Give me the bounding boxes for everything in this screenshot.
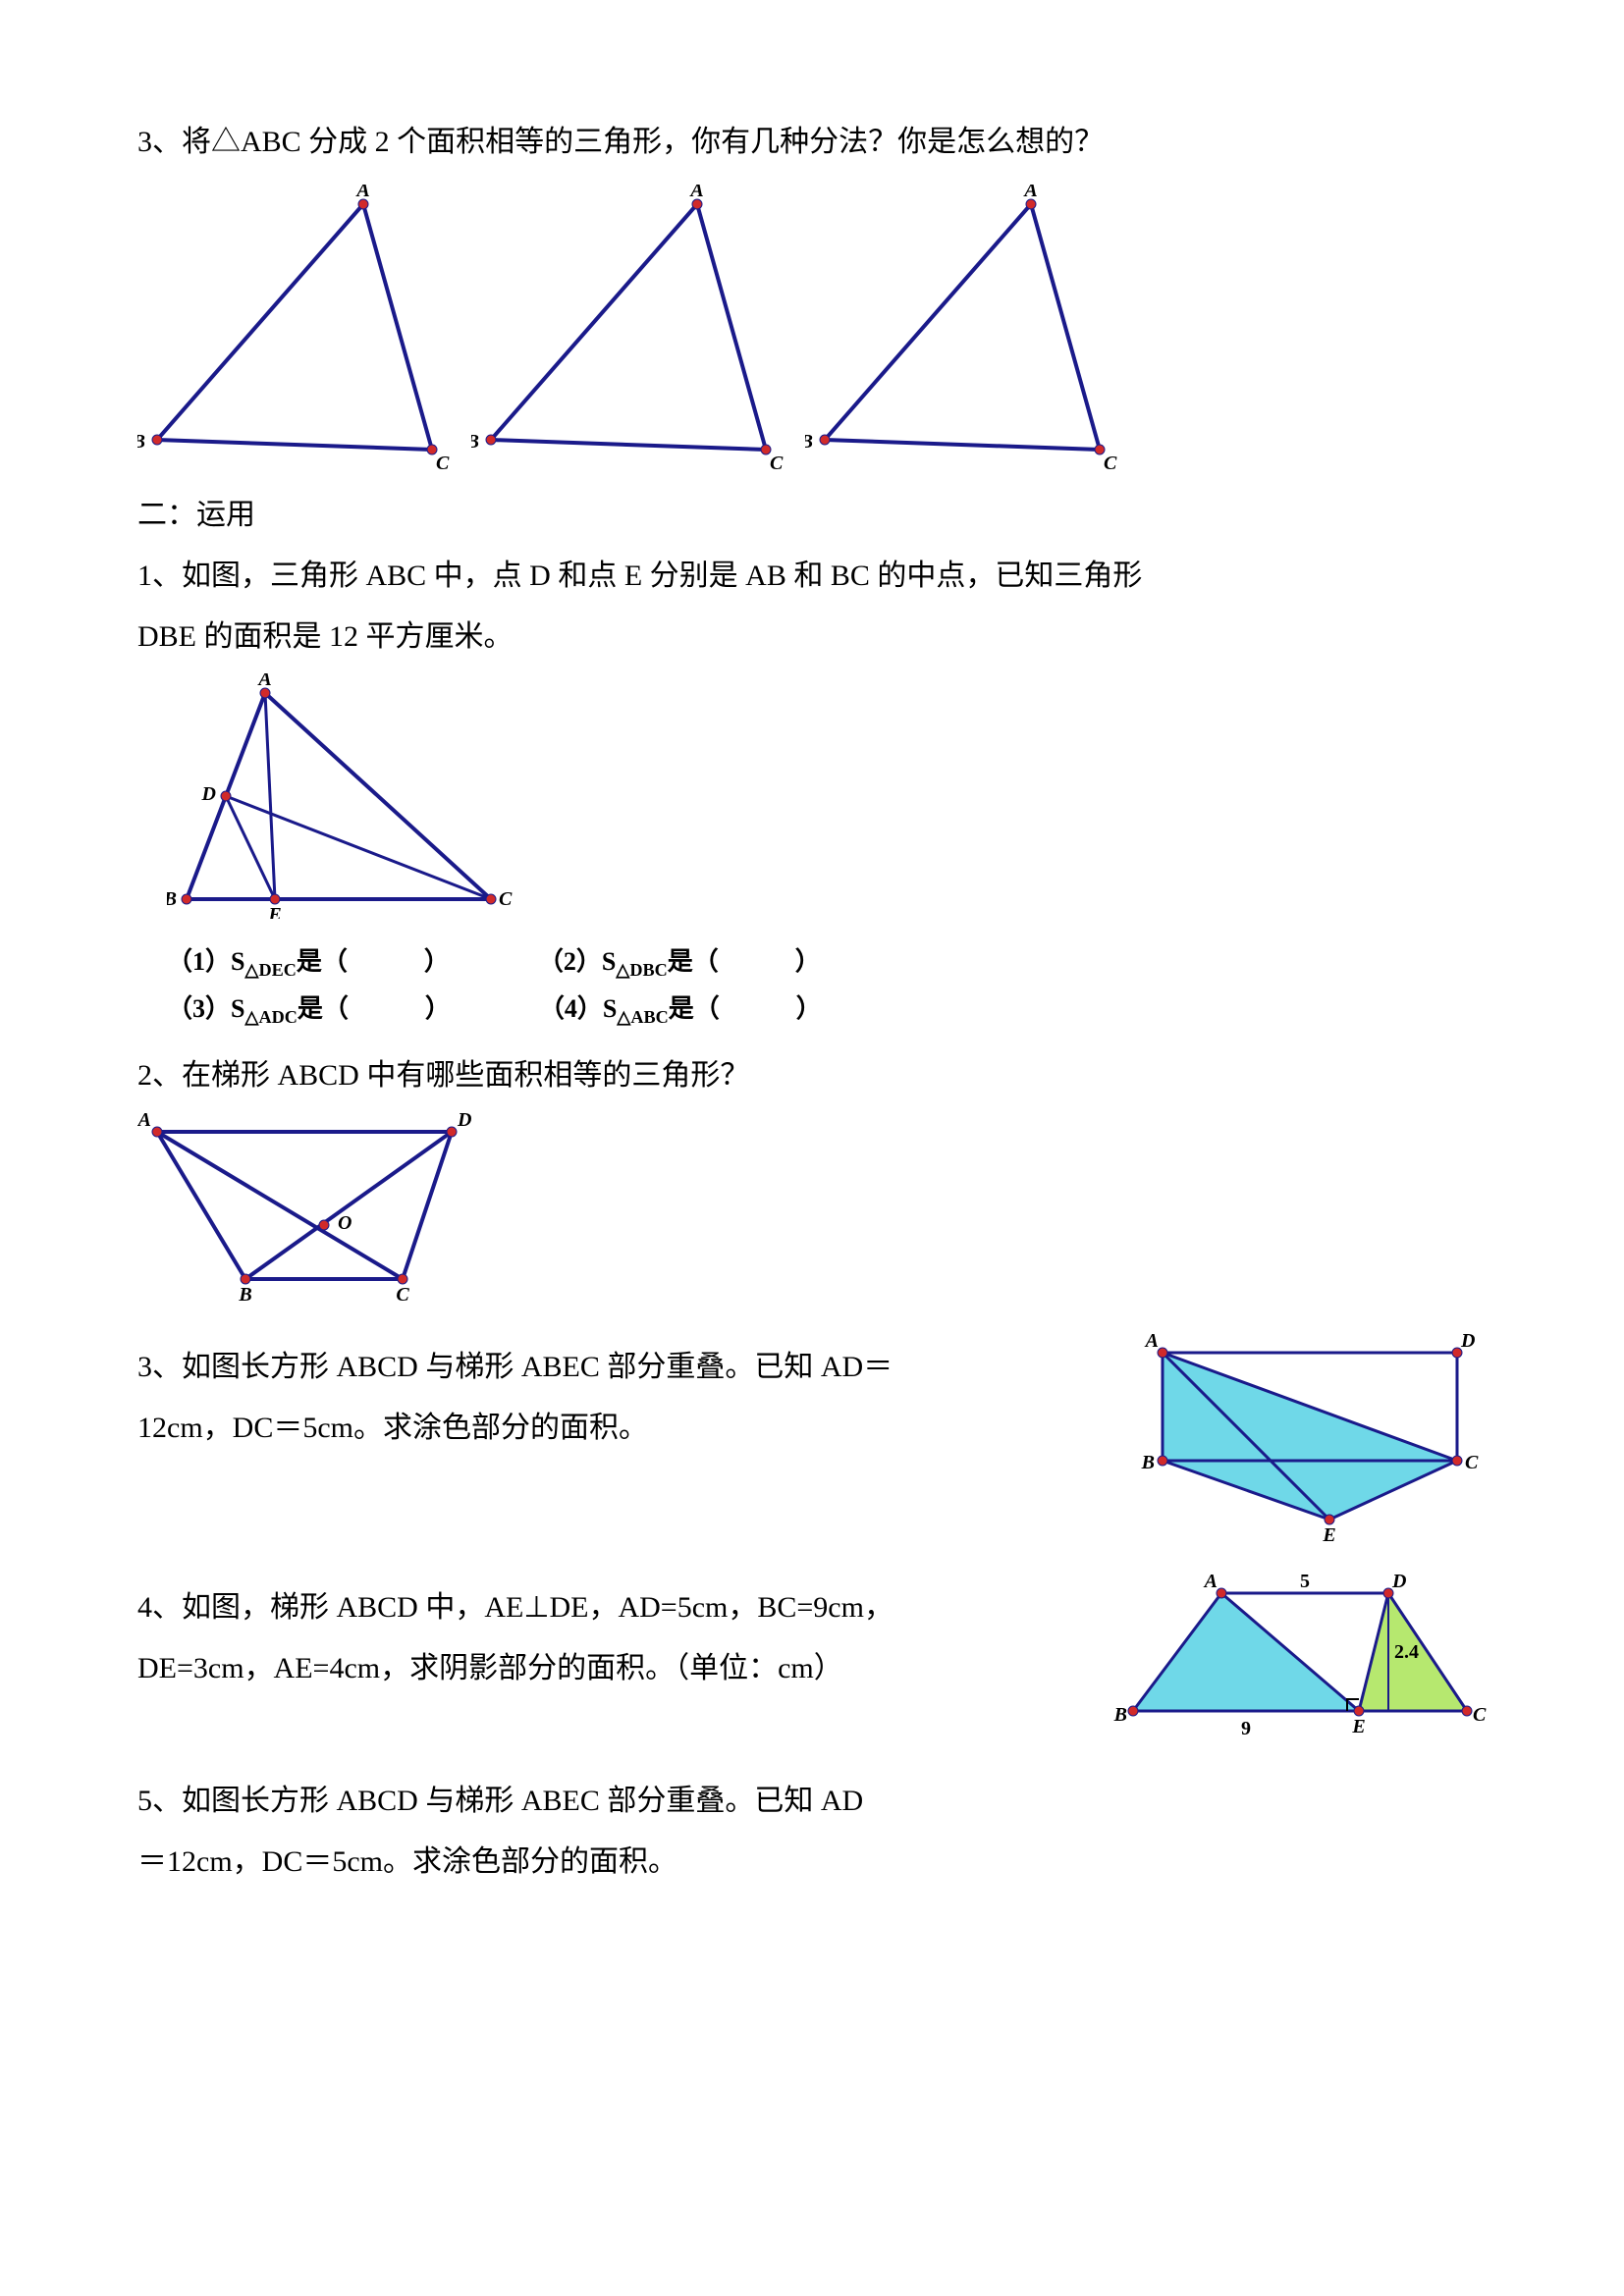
p1-sub2-post: 是（ ） (668, 947, 821, 976)
p1-line2: DBE 的面积是 12 平方厘米。 (137, 611, 1487, 664)
p1-sub1-sub: △DEC (244, 960, 296, 980)
svg-text:B: B (167, 888, 177, 910)
p1-sub4: （4）S△ABC是（ ） (539, 988, 822, 1028)
p2-figure-block: A D B C O (137, 1112, 1487, 1313)
svg-text:D: D (1460, 1333, 1475, 1352)
svg-text:O: O (338, 1212, 352, 1234)
p1-sub1: （1）S△DEC是（ ） (167, 941, 450, 981)
p4-figure: A D B C E 5 9 2.4 (1113, 1574, 1487, 1740)
p3-line2: 12cm，DC＝5cm。求涂色部分的面积。 (137, 1402, 1104, 1455)
svg-text:A: A (1203, 1574, 1218, 1592)
p1-sub4-post: 是（ ） (669, 994, 822, 1023)
svg-text:B: B (137, 431, 145, 453)
svg-text:A: A (137, 1112, 151, 1131)
p4-line2: DE=3cm，AE=4cm，求阴影部分的面积。（单位：cm） (137, 1642, 1084, 1695)
p4-line1: 4、如图，梯形 ABCD 中，AE⊥DE，AD=5cm，BC=9cm， (137, 1581, 1084, 1634)
q3-text: 3、将△ABC 分成 2 个面积相等的三角形，你有几种分法？你是怎么想的？ (137, 116, 1487, 169)
p1-figure-block: A B C D E (167, 673, 1487, 924)
svg-text:C: C (1104, 453, 1117, 469)
p3-figure: A D B C E (1133, 1333, 1487, 1549)
p4-row: 4、如图，梯形 ABCD 中，AE⊥DE，AD=5cm，BC=9cm， DE=3… (137, 1574, 1487, 1745)
svg-text:E: E (267, 904, 281, 919)
p3-line1: 3、如图长方形 ABCD 与梯形 ABEC 部分重叠。已知 AD＝ (137, 1341, 1104, 1394)
p3-row: 3、如图长方形 ABCD 与梯形 ABEC 部分重叠。已知 AD＝ 12cm，D… (137, 1333, 1487, 1554)
svg-text:B: B (1113, 1704, 1127, 1726)
svg-text:C: C (1473, 1704, 1487, 1726)
section-2-heading: 二：运用 (137, 489, 1487, 542)
svg-text:A: A (1144, 1333, 1159, 1352)
svg-text:A: A (1022, 185, 1037, 201)
svg-text:A: A (354, 185, 369, 201)
p1-sub4-pre: （4）S (539, 994, 617, 1023)
p5-line2: ＝12cm，DC＝5cm。求涂色部分的面积。 (137, 1836, 1487, 1889)
p1-sub2-pre: （2）S (538, 947, 616, 976)
svg-text:B: B (471, 431, 479, 453)
svg-text:9: 9 (1241, 1718, 1251, 1739)
svg-text:C: C (1465, 1452, 1479, 1473)
svg-text:C: C (436, 453, 450, 469)
p2-figure: A D B C O (137, 1112, 491, 1308)
svg-text:D: D (457, 1112, 471, 1131)
p1-sub1-post: 是（ ） (297, 947, 450, 976)
triangle-2: A B C (471, 185, 795, 469)
svg-text:C: C (770, 453, 784, 469)
svg-text:B: B (1141, 1452, 1155, 1473)
svg-text:E: E (1351, 1716, 1365, 1737)
svg-text:D: D (201, 783, 216, 805)
triangle-1: A B C (137, 185, 461, 469)
p5-line1: 5、如图长方形 ABCD 与梯形 ABEC 部分重叠。已知 AD (137, 1775, 1487, 1828)
svg-text:C: C (396, 1284, 409, 1306)
svg-text:A: A (256, 673, 271, 690)
p1-sub4-sub: △ABC (617, 1007, 668, 1027)
p1-sub3-pre: （3）S (167, 994, 244, 1023)
p2-text: 2、在梯形 ABCD 中有哪些面积相等的三角形？ (137, 1049, 1487, 1102)
p1-line1: 1、如图，三角形 ABC 中，点 D 和点 E 分别是 AB 和 BC 的中点，… (137, 550, 1487, 603)
svg-text:2.4: 2.4 (1394, 1641, 1419, 1663)
svg-text:B: B (238, 1284, 251, 1306)
p1-sub2-sub: △DBC (616, 960, 667, 980)
q3-figures: A B C A B C A B C (137, 185, 1487, 469)
svg-text:D: D (1391, 1574, 1406, 1592)
p1-sub2: （2）S△DBC是（ ） (538, 941, 821, 981)
p1-figure: A B C D E (167, 673, 520, 919)
svg-text:B: B (805, 431, 813, 453)
p1-sub3: （3）S△ADC是（ ） (167, 988, 451, 1028)
triangle-3: A B C (805, 185, 1129, 469)
p1-sub3-post: 是（ ） (298, 994, 451, 1023)
p1-sub3-sub: △ADC (244, 1007, 297, 1027)
svg-text:5: 5 (1300, 1574, 1310, 1592)
p1-sub1-pre: （1）S (167, 947, 244, 976)
svg-text:E: E (1322, 1524, 1335, 1546)
svg-text:A: A (688, 185, 703, 201)
page: 3、将△ABC 分成 2 个面积相等的三角形，你有几种分法？你是怎么想的？ A B… (0, 0, 1624, 2296)
svg-text:C: C (499, 888, 513, 910)
